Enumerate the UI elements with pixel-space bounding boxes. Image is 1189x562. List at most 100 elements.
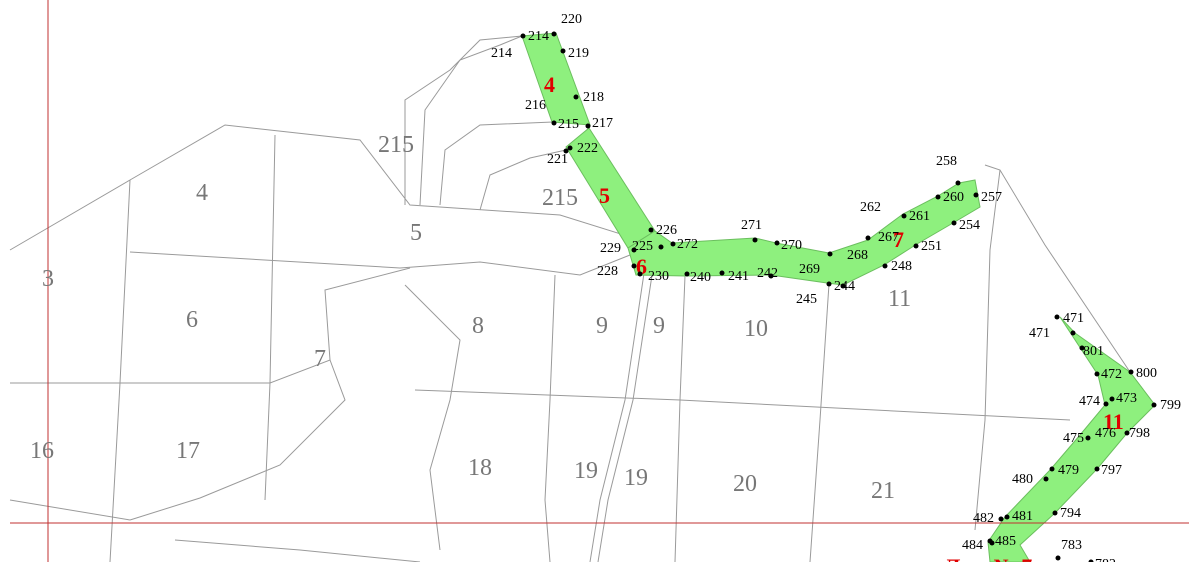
area-label: 5 — [599, 183, 610, 208]
survey-point — [560, 48, 566, 54]
highlighted-areas — [521, 32, 1156, 562]
survey-point — [1070, 330, 1076, 336]
parcel-label: 19 — [574, 458, 598, 484]
point-label: 481 — [1012, 509, 1033, 524]
point-label: 217 — [592, 116, 613, 131]
survey-point — [631, 247, 637, 253]
survey-point — [585, 123, 591, 129]
point-label: 272 — [677, 237, 698, 252]
survey-point — [998, 516, 1004, 522]
survey-point — [840, 283, 846, 289]
survey-point — [827, 251, 833, 257]
point-label: 262 — [860, 200, 881, 215]
survey-point — [1103, 401, 1109, 407]
point-label: 798 — [1129, 426, 1150, 441]
survey-point — [1151, 402, 1157, 408]
survey-point — [631, 263, 637, 269]
point-label: 254 — [959, 218, 980, 233]
parcel-label: 18 — [468, 455, 492, 481]
point-label: 271 — [741, 218, 762, 233]
survey-point — [551, 120, 557, 126]
survey-point — [935, 194, 941, 200]
point-label: 257 — [981, 190, 1002, 205]
point-label: 474 — [1079, 394, 1100, 409]
survey-point — [573, 94, 579, 100]
survey-point — [1088, 559, 1094, 562]
point-label: 245 — [796, 292, 817, 307]
parcel-label: 16 — [30, 438, 54, 464]
parcel-label: 20 — [733, 471, 757, 497]
point-label: 230 — [648, 269, 669, 284]
parcel-label: 11 — [888, 286, 911, 312]
survey-point — [774, 240, 780, 246]
parcel-label: 215 — [378, 132, 414, 158]
point-label: 482 — [973, 511, 994, 526]
survey-point — [684, 271, 690, 277]
survey-point — [1109, 396, 1115, 402]
survey-point — [1049, 466, 1055, 472]
point-label: 270 — [781, 238, 802, 253]
point-label: 258 — [936, 154, 957, 169]
point-label: 261 — [909, 209, 930, 224]
survey-point — [901, 213, 907, 219]
reference-lines — [10, 0, 1189, 562]
survey-point — [955, 180, 961, 186]
parcel-label: 215 — [542, 185, 578, 211]
point-label: 797 — [1101, 463, 1122, 478]
point-label: 215 — [558, 117, 579, 132]
survey-point — [1055, 555, 1061, 561]
parcel-label: 9 — [596, 313, 608, 339]
parcel-label: 8 — [472, 313, 484, 339]
point-label: 248 — [891, 259, 912, 274]
point-label: 475 — [1063, 431, 1084, 446]
survey-point — [1094, 371, 1100, 377]
point-label: 800 — [1136, 366, 1157, 381]
point-label: 794 — [1060, 506, 1081, 521]
point-label: 221 — [547, 152, 568, 167]
point-label: 473 — [1116, 391, 1137, 406]
survey-point — [865, 235, 871, 241]
labels: 21542155367899101116171819192021456711Ли… — [30, 12, 1181, 562]
survey-point — [973, 192, 979, 198]
parcel-label: 5 — [410, 220, 422, 246]
point-label: 485 — [995, 534, 1016, 549]
area-label: 7 — [893, 227, 904, 252]
parcel-label: 21 — [871, 478, 895, 504]
point-label: 782 — [1095, 557, 1116, 562]
survey-point — [1124, 430, 1130, 436]
survey-point — [1052, 510, 1058, 516]
point-label: 240 — [690, 270, 711, 285]
parcel-label: 17 — [176, 438, 200, 464]
point-label: 801 — [1083, 344, 1104, 359]
point-label: 226 — [656, 223, 677, 238]
point-label: 214 — [528, 29, 549, 44]
survey-point — [567, 145, 573, 151]
point-label: 799 — [1160, 398, 1181, 413]
point-label: 225 — [632, 239, 653, 254]
survey-point — [1004, 514, 1010, 520]
point-label: 260 — [943, 190, 964, 205]
area-label: 11 — [1103, 409, 1124, 434]
point-label: 783 — [1061, 538, 1082, 553]
point-label: 479 — [1058, 463, 1079, 478]
point-label: 214 — [491, 46, 512, 61]
survey-point — [826, 281, 832, 287]
parcel-boundaries — [9, 35, 1131, 562]
survey-point — [752, 237, 758, 243]
parcel-label: 9 — [653, 313, 665, 339]
survey-point — [520, 33, 526, 39]
point-label: 267 — [878, 230, 899, 245]
parcel-label: 3 — [42, 266, 54, 292]
point-label: 216 — [525, 98, 546, 113]
survey-point — [1085, 435, 1091, 441]
survey-point — [951, 220, 957, 226]
point-label: 219 — [568, 46, 589, 61]
survey-point — [670, 241, 676, 247]
area-label: 4 — [544, 72, 555, 97]
point-label: 472 — [1101, 367, 1122, 382]
survey-point — [563, 148, 569, 154]
point-label: 222 — [577, 141, 598, 156]
survey-point — [719, 270, 725, 276]
survey-point — [658, 244, 664, 250]
